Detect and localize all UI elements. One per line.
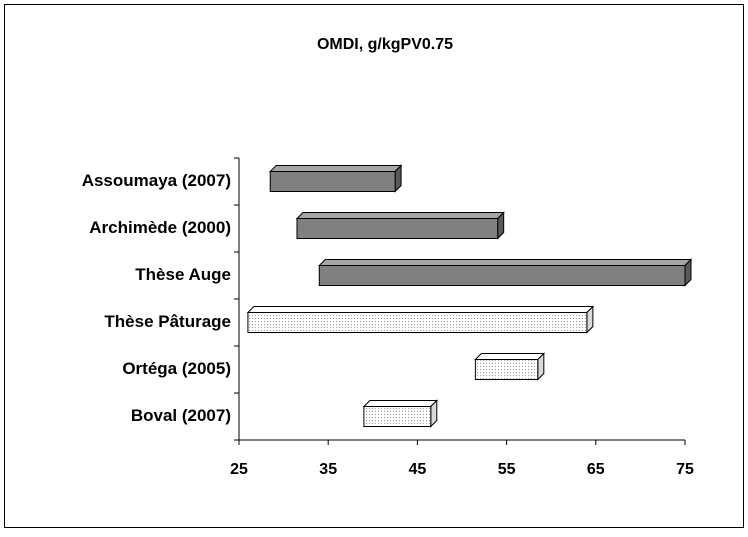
y-tick-label: Archimède (2000) (89, 218, 231, 237)
bar-top (474, 353, 546, 360)
bar-top (318, 259, 693, 266)
x-tick-label: 65 (587, 461, 605, 478)
y-tick-label: Assoumaya (2007) (82, 171, 231, 190)
bar (269, 171, 396, 192)
x-tick-label: 25 (230, 461, 248, 478)
bar (247, 312, 588, 333)
x-tick-label: 55 (498, 461, 516, 478)
y-tick-label: Thèse Pâturage (104, 312, 231, 331)
x-tick-label: 75 (676, 461, 694, 478)
bar-top (246, 306, 595, 313)
bar-top (362, 400, 438, 407)
chart-title: OMDI, g/kgPV0.75 (317, 36, 453, 53)
bar-top (295, 212, 505, 219)
bar (296, 218, 499, 239)
y-tick-label: Ortéga (2005) (122, 359, 231, 378)
y-tick-label: Boval (2007) (131, 406, 231, 425)
x-tick-label: 35 (319, 461, 337, 478)
y-tick-label: Thèse Auge (135, 265, 231, 284)
bar (318, 265, 686, 286)
bar-top (269, 165, 403, 172)
bar (363, 406, 432, 427)
bar (474, 359, 539, 380)
x-tick-label: 45 (409, 461, 427, 478)
